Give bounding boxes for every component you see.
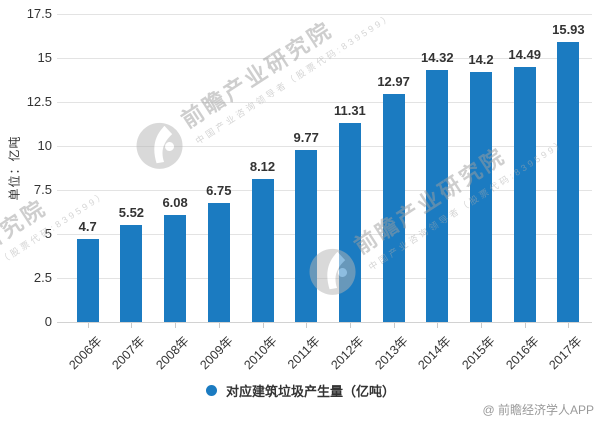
bar-2008年 xyxy=(164,214,187,322)
gridline xyxy=(57,14,592,15)
bar-value-label: 14.49 xyxy=(508,46,541,62)
x-axis-category-text: 2006年 xyxy=(66,333,105,373)
bar-2006年 xyxy=(76,239,99,322)
x-axis-tick xyxy=(524,323,526,328)
bar-value-label: 15.93 xyxy=(552,21,585,37)
bar-2013年 xyxy=(382,93,405,322)
x-axis-tick xyxy=(437,323,439,328)
y-axis-tick-label: 5 xyxy=(44,226,52,241)
bar-2010年 xyxy=(251,179,274,322)
x-axis-line xyxy=(57,322,592,323)
x-axis-tick xyxy=(349,323,351,328)
source-credit: @ 前瞻经济学人APP xyxy=(482,403,594,417)
bar-2016年 xyxy=(513,66,536,322)
bar-value-label: 8.12 xyxy=(249,159,276,175)
x-axis-tick xyxy=(87,323,89,328)
bar-2014年 xyxy=(426,69,449,322)
y-axis-title: 单位：亿吨 xyxy=(7,135,22,201)
bar-value-label: 11.31 xyxy=(333,102,366,118)
bar-2011年 xyxy=(295,150,318,322)
bar-2017年 xyxy=(557,41,580,322)
y-axis-tick-label: 10 xyxy=(37,138,52,153)
y-axis-tick-label: 0 xyxy=(44,314,52,329)
x-axis-tick xyxy=(393,323,395,328)
x-axis-tick xyxy=(481,323,482,328)
y-axis-tick-label: 17.5 xyxy=(26,6,52,21)
bar-2012年 xyxy=(338,122,361,322)
bar-value-label: 14.2 xyxy=(468,52,494,68)
bar-2009年 xyxy=(207,203,230,322)
bar-value-label: 12.97 xyxy=(377,73,410,89)
legend-marker-circle-icon xyxy=(205,385,217,396)
bar-value-label: 5.52 xyxy=(118,204,145,220)
x-axis-category-label: 2017年 xyxy=(547,331,601,372)
x-axis-tick xyxy=(175,323,177,328)
y-axis-tick-label: 12.5 xyxy=(26,94,52,109)
x-axis-tick xyxy=(568,323,570,328)
bar-value-label: 9.77 xyxy=(293,130,319,146)
x-axis-tick xyxy=(262,323,264,328)
gridline xyxy=(57,146,592,147)
bar-value-label: 4.7 xyxy=(78,219,97,235)
gridline xyxy=(57,102,592,103)
x-axis-tick xyxy=(218,323,220,328)
legend-label: 对应建筑垃圾产生量（亿吨） xyxy=(225,384,395,399)
bar-2015年 xyxy=(470,72,492,322)
y-axis-tick-label: 2.5 xyxy=(33,270,52,285)
y-axis-tick-label: 7.5 xyxy=(33,182,52,197)
gridline xyxy=(57,234,592,235)
bar-value-label: 6.75 xyxy=(206,183,232,199)
x-axis-tick xyxy=(306,323,308,328)
gridline xyxy=(57,190,592,191)
legend-item[interactable]: 对应建筑垃圾产生量（亿吨） xyxy=(0,381,601,400)
y-axis-tick-label: 15 xyxy=(37,50,52,65)
bar-value-label: 6.08 xyxy=(162,194,188,210)
bar-value-label: 14.32 xyxy=(421,49,454,65)
gridline xyxy=(57,58,592,59)
bar-2007年 xyxy=(120,224,143,322)
x-axis-tick xyxy=(131,323,133,328)
